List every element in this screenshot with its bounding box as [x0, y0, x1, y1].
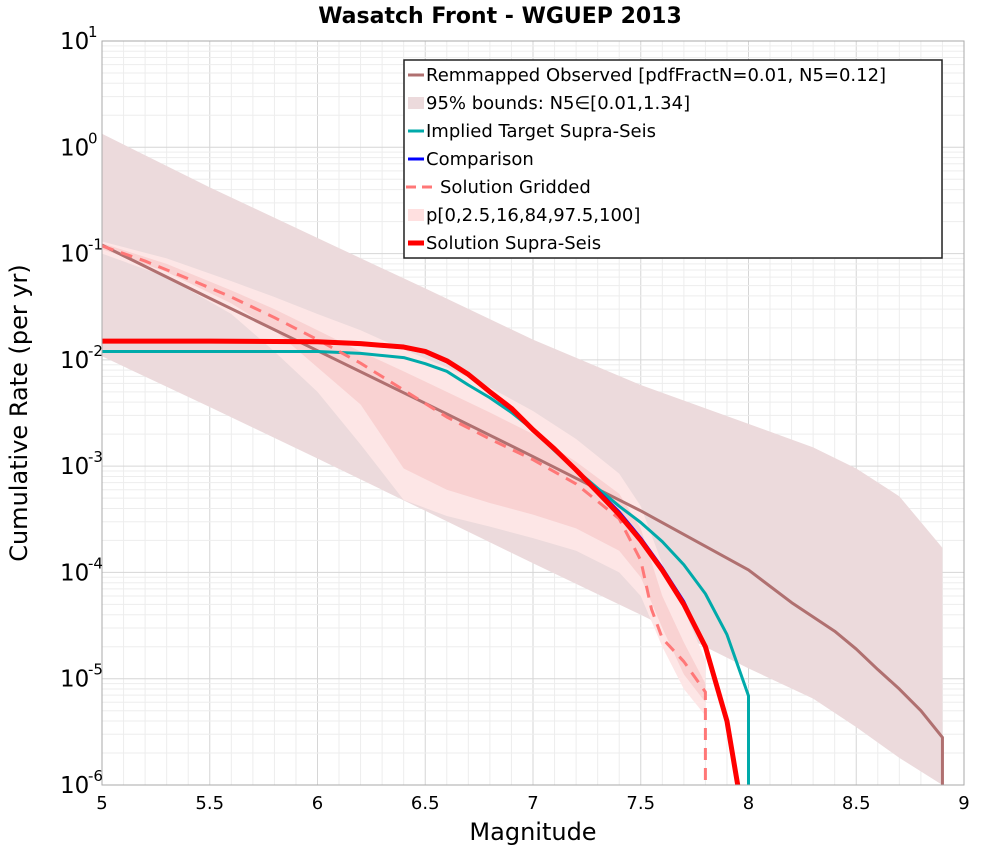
legend: Remmapped Observed [pdfFractN=0.01, N5=0… [403, 59, 943, 259]
x-tick-label: 6.5 [411, 793, 440, 814]
series [102, 243, 944, 785]
y-tick-label: 10 [60, 667, 89, 693]
y-tick-label: 10 [60, 242, 89, 268]
legend-box [403, 59, 943, 259]
x-tick-label: 8.5 [842, 793, 871, 814]
y-tick-label: 10 [60, 454, 89, 480]
legend-swatch [408, 97, 424, 109]
y-tick-exponent: 1 [88, 23, 98, 41]
y-axis-label: Cumulative Rate (per yr) [5, 264, 33, 562]
x-tick-label: 9 [958, 793, 969, 814]
legend-swatch [408, 209, 424, 221]
y-tick-label: 10 [60, 135, 89, 161]
legend-label: Implied Target Supra-Seis [426, 121, 656, 142]
series-solution-supra-seis [102, 338, 741, 785]
x-axis-label: Magnitude [469, 818, 596, 846]
legend-label: Remmapped Observed [pdfFractN=0.01, N5=0… [426, 65, 886, 86]
x-tick-label: 7.5 [626, 793, 655, 814]
y-tick-label: 10 [60, 348, 89, 374]
plot-frame [101, 40, 965, 786]
legend-label: Solution Gridded [440, 177, 591, 198]
legend-label: Comparison [426, 149, 534, 170]
y-tick-label: 10 [60, 773, 89, 799]
y-tick-exponent: 0 [88, 129, 98, 147]
y-tick-exponent: -5 [88, 661, 103, 679]
x-tick-label: 5.5 [195, 793, 224, 814]
y-tick-exponent: -4 [88, 554, 103, 572]
y-tick-label: 10 [60, 560, 89, 586]
x-tick-label: 8 [743, 793, 754, 814]
x-tick-label: 7 [527, 793, 538, 814]
legend-label: 95% bounds: N5∈[0.01,1.34] [426, 93, 690, 114]
band-1 [102, 241, 706, 716]
bands [102, 133, 943, 785]
x-tick-labels: 5 5.5 6 6.5 7 7.5 8 8.5 9 [96, 793, 969, 814]
y-tick-exponent: -2 [88, 342, 103, 360]
legend-label: p[0,2.5,16,84,97.5,100] [426, 205, 640, 226]
legend-label: Solution Supra-Seis [426, 233, 601, 254]
x-tick-label: 5 [96, 793, 107, 814]
band-2 [102, 243, 706, 703]
y-tick-exponent: -1 [88, 236, 103, 254]
y-tick-exponent: -3 [88, 448, 103, 466]
x-tick-label: 6 [312, 793, 323, 814]
series-remapped-observed [102, 243, 944, 785]
y-tick-label: 10 [60, 29, 89, 55]
y-tick-exponent: -6 [88, 767, 103, 785]
chart-title: Wasatch Front - WGUEP 2013 [318, 4, 682, 29]
